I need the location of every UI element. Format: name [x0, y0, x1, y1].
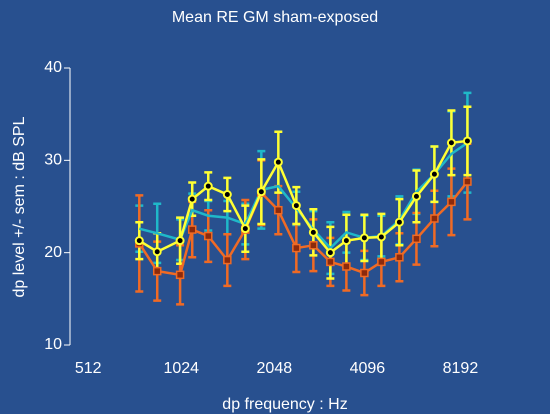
x-tick-label: 2048: [257, 360, 293, 377]
x-tick-label: 4096: [350, 360, 386, 377]
point: [377, 257, 386, 267]
point: [308, 227, 318, 237]
y-tick-label: 20: [44, 244, 62, 261]
point: [187, 194, 197, 204]
point: [394, 217, 404, 227]
point: [223, 255, 232, 265]
y-tick-label: 30: [44, 152, 62, 169]
point: [175, 236, 185, 246]
point: [309, 241, 318, 250]
point: [412, 234, 421, 244]
point: [203, 181, 213, 191]
point: [291, 201, 301, 211]
point: [341, 236, 351, 246]
point: [292, 243, 301, 253]
y-axis-label: dp level +/- sem : dB SPL: [11, 116, 28, 297]
point: [430, 214, 439, 223]
point: [447, 197, 456, 207]
point: [152, 247, 162, 257]
point: [429, 169, 439, 179]
point: [152, 266, 162, 276]
point: [273, 157, 283, 167]
x-tick-label: 512: [75, 360, 102, 377]
point: [462, 136, 472, 146]
point: [411, 191, 421, 201]
point: [360, 268, 369, 278]
point: [325, 248, 335, 258]
point: [326, 257, 335, 267]
point: [359, 233, 369, 243]
point: [446, 138, 456, 148]
point: [463, 177, 472, 186]
point: [204, 231, 213, 241]
point: [256, 187, 266, 197]
point: [134, 236, 144, 246]
point: [187, 225, 197, 234]
x-axis-label: dp frequency : Hz: [222, 396, 347, 413]
y-tick-label: 40: [44, 59, 62, 76]
point: [395, 253, 404, 262]
point: [376, 232, 386, 242]
point: [175, 270, 185, 280]
point: [342, 262, 351, 271]
point: [222, 189, 232, 199]
x-tick-label: 8192: [443, 360, 479, 377]
point: [240, 224, 250, 234]
point: [274, 205, 283, 215]
chart-title: Mean RE GM sham-exposed: [172, 9, 378, 26]
x-tick-label: 1024: [163, 360, 199, 377]
y-tick-label: 10: [44, 336, 62, 353]
